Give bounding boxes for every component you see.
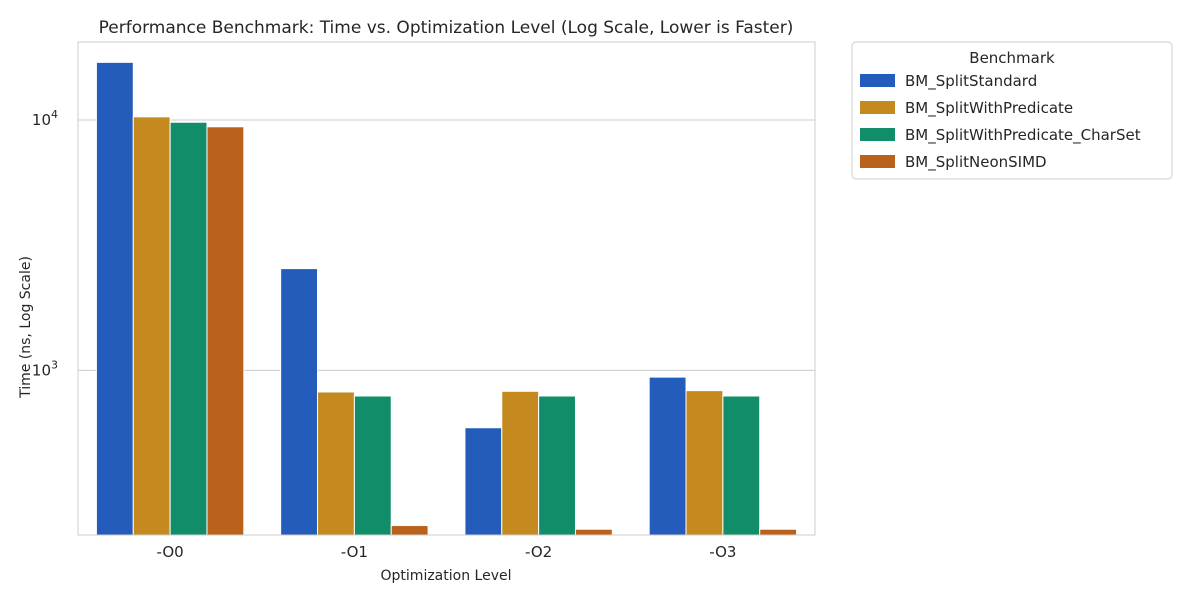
bar [538, 395, 576, 536]
x-tick-labels: -O0 -O1 -O2 -O3 [157, 543, 737, 561]
bar [390, 525, 429, 536]
bar [132, 116, 171, 536]
legend: Benchmark BM_SplitStandard BM_SplitWithPr… [851, 41, 1173, 180]
legend-swatch [860, 74, 895, 87]
legend-title: Benchmark [969, 49, 1055, 67]
x-tick-label: -O0 [157, 543, 184, 561]
y-axis-label: Time (ns, Log Scale) [18, 256, 34, 399]
bar [464, 427, 503, 536]
bar [280, 268, 319, 536]
legend-items: BM_SplitStandard BM_SplitWithPredicate BM_… [860, 72, 1141, 172]
y-tick-labels: 103 104 [32, 108, 58, 379]
legend-swatch [860, 155, 895, 168]
legend-entry: BM_SplitNeonSIMD [905, 153, 1047, 172]
x-tick-label: -O2 [525, 543, 552, 561]
bar [206, 126, 245, 536]
legend-swatch [860, 128, 895, 141]
legend-entry: BM_SplitStandard [905, 72, 1037, 91]
y-tick-label: 104 [32, 108, 58, 129]
legend-frame [851, 41, 1173, 180]
legend-entry: BM_SplitWithPredicate [905, 99, 1073, 118]
bar [648, 376, 687, 536]
bar [759, 528, 798, 536]
bar [685, 390, 724, 536]
x-tick-label: -O3 [709, 543, 736, 561]
x-axis-label: Optimization Level [381, 568, 512, 584]
bar [574, 528, 613, 536]
bar [95, 61, 134, 536]
plot-frame [77, 41, 816, 536]
bars [95, 61, 798, 536]
bar [353, 395, 392, 536]
legend-entry: BM_SplitWithPredicate_CharSet [905, 126, 1141, 145]
bar [317, 391, 355, 536]
chart-title: Performance Benchmark: Time vs. Optimiza… [99, 18, 794, 38]
legend-swatch [860, 101, 895, 114]
y-tick-label: 103 [32, 358, 58, 379]
bar [169, 121, 208, 536]
x-tick-label: -O1 [341, 543, 368, 561]
bar [501, 390, 540, 536]
bar [722, 395, 761, 536]
